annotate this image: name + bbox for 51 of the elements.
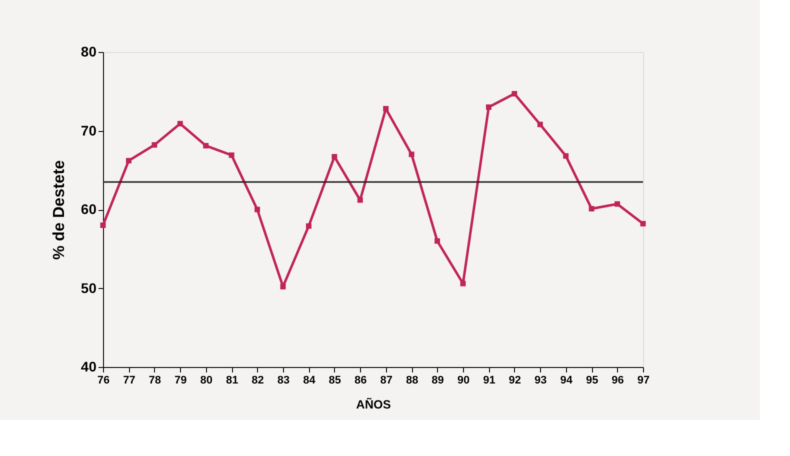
x-tick-label: 79 [174, 374, 187, 386]
x-tick-label: 92 [508, 374, 522, 386]
point [460, 280, 466, 286]
x-tick-label: 77 [123, 374, 136, 386]
y-tick-label: 40 [80, 358, 97, 374]
point [203, 142, 209, 148]
y-tick-label: 70 [80, 122, 97, 138]
point [614, 201, 620, 207]
point [254, 206, 260, 212]
x-tick-label: 85 [328, 374, 342, 386]
x-tick-label: 90 [457, 374, 470, 386]
point [228, 152, 234, 158]
point [306, 223, 312, 229]
point [332, 154, 338, 160]
x-tick-label: 89 [432, 374, 444, 386]
point [563, 153, 569, 159]
point [126, 158, 132, 164]
point [100, 222, 106, 228]
x-tick-label: 81 [226, 374, 238, 386]
x-tick-label: 93 [534, 374, 547, 386]
point [512, 91, 518, 96]
x-tick-label: 78 [148, 374, 162, 386]
x-tick-label: 94 [560, 374, 574, 386]
x-tick-label: 82 [252, 374, 264, 386]
x-tick-label: 97 [637, 374, 650, 386]
y-tick-label: 60 [80, 201, 97, 217]
x-tick-label: 80 [200, 374, 212, 386]
point [280, 284, 286, 290]
x-tick-label: 96 [612, 374, 624, 386]
x-tick-label: 86 [354, 374, 367, 386]
x-tick-label: 84 [303, 374, 316, 386]
point [408, 152, 414, 158]
point [177, 120, 183, 126]
x-tick-label: 87 [380, 374, 392, 386]
x-tick-label: 95 [586, 374, 598, 386]
y-axis-title: % de Destete [50, 160, 68, 260]
point [152, 142, 158, 148]
point [588, 206, 594, 212]
x-axis-title: AÑOS [356, 398, 391, 412]
y-tick-label: 50 [80, 280, 97, 296]
x-tick-label: 83 [277, 374, 290, 386]
point [357, 197, 363, 203]
point [383, 106, 389, 112]
x-tick-label: 88 [406, 374, 418, 386]
x-tick-label: 91 [483, 374, 496, 386]
point [537, 122, 543, 128]
point [486, 104, 492, 110]
x-tick-label: 76 [97, 374, 110, 386]
point [434, 238, 440, 244]
y-tick-label: 80 [80, 44, 97, 60]
point [640, 220, 646, 226]
